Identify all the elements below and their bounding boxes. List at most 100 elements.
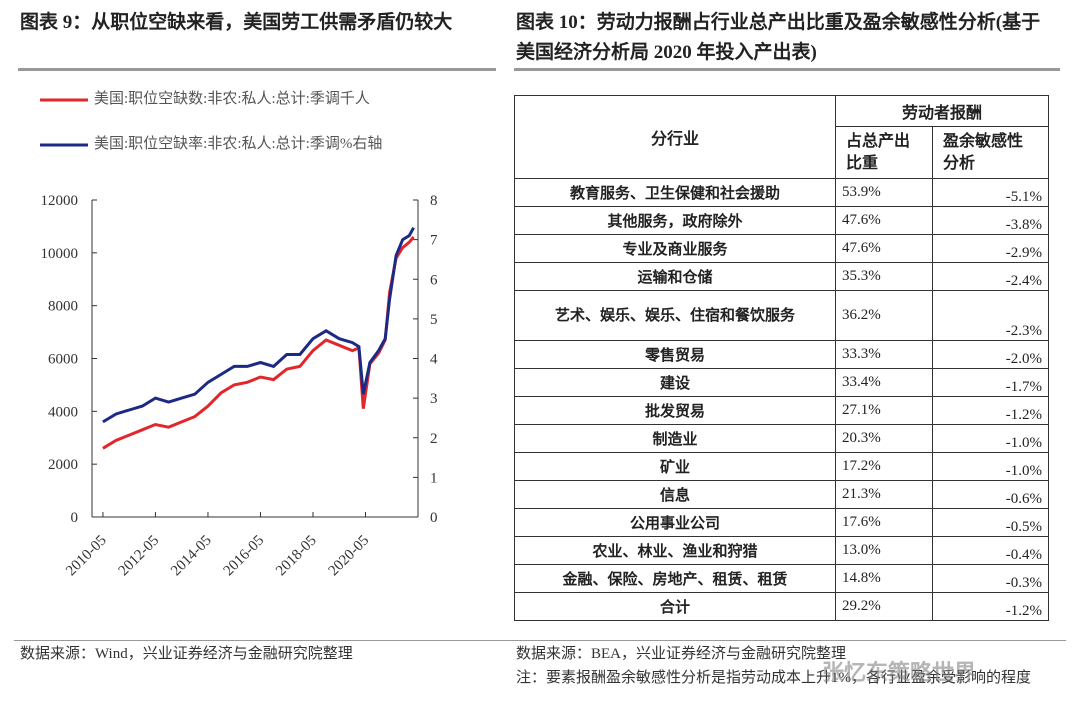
table-cell: 36.2%: [835, 290, 933, 341]
source: 数据来源：BEA，兴业证券经济与金融研究院整理: [516, 646, 847, 662]
table-cell: 艺术、娱乐、娱乐、住宿和餐饮服务: [514, 290, 836, 341]
table-cell: 批发贸易: [514, 396, 836, 425]
y2-tick-label: 8: [430, 193, 438, 209]
table-cell: 21.3%: [835, 480, 933, 509]
table-cell: 33.4%: [835, 368, 933, 397]
table-cell: 29.2%: [835, 592, 933, 621]
table-row: 建设 33.4% -1.7%: [514, 368, 1049, 397]
table-header: 分行业 劳动者报酬: [514, 95, 1049, 179]
y-tick-label: 8000: [48, 299, 78, 315]
x-tick-label: 2014-05: [168, 533, 215, 580]
table: 分行业 劳动者报酬 占总产出比重 盈余敏感性分析 教育服务、卫生保健和社会援助 53.9%…: [514, 95, 1049, 621]
table-cell: -3.8%: [932, 206, 1049, 235]
table-cell: 建设: [514, 368, 836, 397]
table-cell: -1.2%: [932, 592, 1049, 621]
table-cell: -0.4%: [932, 536, 1049, 565]
table-cell: 分行业: [514, 95, 836, 179]
table-row: 批发贸易 27.1% -1.2%: [514, 396, 1049, 425]
x-tick-label: 2012-05: [116, 533, 163, 580]
table-cell: 17.6%: [835, 508, 933, 537]
table-cell: 35.3%: [835, 262, 933, 291]
table-row: 金融、保险、房地产、租赁、租赁 14.8% -0.3%: [514, 564, 1049, 593]
table-cell: 矿业: [514, 452, 836, 481]
y2-tick-label: 7: [430, 233, 438, 249]
legend-label: 美国:职位空缺率:非农:私人:总计:季调%右轴: [94, 136, 383, 152]
table-cell: -2.9%: [932, 234, 1049, 263]
table-cell: 占总产出比重: [835, 126, 933, 179]
table-row: 零售贸易 33.3% -2.0%: [514, 340, 1049, 369]
table-cell: 13.0%: [835, 536, 933, 565]
y2-tick-label: 2: [430, 431, 438, 447]
legend-item: 美国:职位空缺数:非农:私人:总计:季调千人: [94, 91, 370, 107]
table-cell: -1.2%: [932, 396, 1049, 425]
y2-tick-label: 0: [430, 510, 438, 526]
legend-label: 美国:职位空缺数:非农:私人:总计:季调千人: [94, 91, 370, 107]
table-row: 教育服务、卫生保健和社会援助 53.9% -5.1%: [514, 178, 1049, 207]
table-row: 专业及商业服务 47.6% -2.9%: [514, 234, 1049, 263]
table-cell: -2.4%: [932, 262, 1049, 291]
table-cell: 47.6%: [835, 234, 933, 263]
table-cell: -1.7%: [932, 368, 1049, 397]
table-cell: 盈余敏感性分析: [932, 126, 1049, 179]
table-cell: 53.9%: [835, 178, 933, 207]
table-cell: 专业及商业服务: [514, 234, 836, 263]
y2-tick-label: 5: [430, 312, 438, 328]
table-row: 农业、林业、渔业和狩猎 13.0% -0.4%: [514, 536, 1049, 565]
rule: [18, 68, 496, 71]
y-tick-label: 6000: [48, 352, 78, 368]
table-cell: 其他服务，政府除外: [514, 206, 836, 235]
table-cell: 47.6%: [835, 206, 933, 235]
y2-tick-label: 4: [430, 352, 438, 368]
y-tick-label: 4000: [48, 404, 78, 420]
rule: [514, 68, 1060, 71]
table-cell: 劳动者报酬: [835, 95, 1049, 127]
y-tick-label: 2000: [48, 457, 78, 473]
table-cell: 20.3%: [835, 424, 933, 453]
y2-tick-label: 3: [430, 391, 438, 407]
y-tick-label: 10000: [41, 246, 79, 262]
series-line: [102, 226, 415, 424]
note: 注：要素报酬盈余敏感性分析是指劳动成本上升1%，各行业盈余受影响的程度: [516, 670, 1031, 686]
watermark: 张忆东策略世界: [822, 660, 977, 685]
table-cell: -1.0%: [932, 424, 1049, 453]
table-cell: -5.1%: [932, 178, 1049, 207]
table-row: 合计 29.2% -1.2%: [514, 592, 1049, 621]
table-header: 占总产出比重 盈余敏感性分析: [515, 126, 1049, 179]
table-cell: 公用事业公司: [514, 508, 836, 537]
table-row: 公用事业公司 17.6% -0.5%: [514, 508, 1049, 537]
table-cell: 14.8%: [835, 564, 933, 593]
x-tick-label: 2018-05: [273, 533, 320, 580]
table-cell: 合计: [514, 592, 836, 621]
table-row: 信息 21.3% -0.6%: [514, 480, 1049, 509]
table-cell: 制造业: [514, 424, 836, 453]
table-row: 矿业 17.2% -1.0%: [514, 452, 1049, 481]
table-cell: -1.0%: [932, 452, 1049, 481]
y2-tick-label: 6: [430, 272, 438, 288]
table-cell: -2.3%: [932, 290, 1049, 341]
separator: [14, 640, 1066, 641]
source: 数据来源：Wind，兴业证券经济与金融研究院整理: [20, 646, 353, 662]
table-row: 艺术、娱乐、娱乐、住宿和餐饮服务 36.2% -2.3%: [514, 290, 1049, 341]
table-row: 运输和仓储 35.3% -2.4%: [514, 262, 1049, 291]
table-cell: 33.3%: [835, 340, 933, 369]
series-line: [102, 236, 415, 450]
chart: 0 2000 4000 6000 8000 10000 12000 0 1 2 3 4 5 6 7 8 2010…: [40, 91, 438, 580]
table-cell: 17.2%: [835, 452, 933, 481]
table-cell: 教育服务、卫生保健和社会援助: [514, 178, 836, 207]
y-tick-label: 12000: [41, 193, 79, 209]
table-row: 其他服务，政府除外 47.6% -3.8%: [514, 206, 1049, 235]
x-tick-label: 2020-05: [326, 533, 373, 580]
table-cell: 27.1%: [835, 396, 933, 425]
y2-tick-label: 1: [430, 470, 438, 486]
x-tick-label: 2010-05: [63, 533, 110, 580]
table-row: 制造业 20.3% -1.0%: [514, 424, 1049, 453]
y-tick-label: 0: [71, 510, 79, 526]
table-cell: -0.5%: [932, 508, 1049, 537]
x-tick-label: 2016-05: [221, 533, 268, 580]
figure-title: 图表 9：从职位空缺来看，美国劳工供需矛盾仍较大: [20, 12, 453, 33]
table-cell: 信息: [514, 480, 836, 509]
table-cell: 零售贸易: [514, 340, 836, 369]
table-cell: 农业、林业、渔业和狩猎: [514, 536, 836, 565]
legend-item: 美国:职位空缺率:非农:私人:总计:季调%右轴: [94, 136, 383, 152]
